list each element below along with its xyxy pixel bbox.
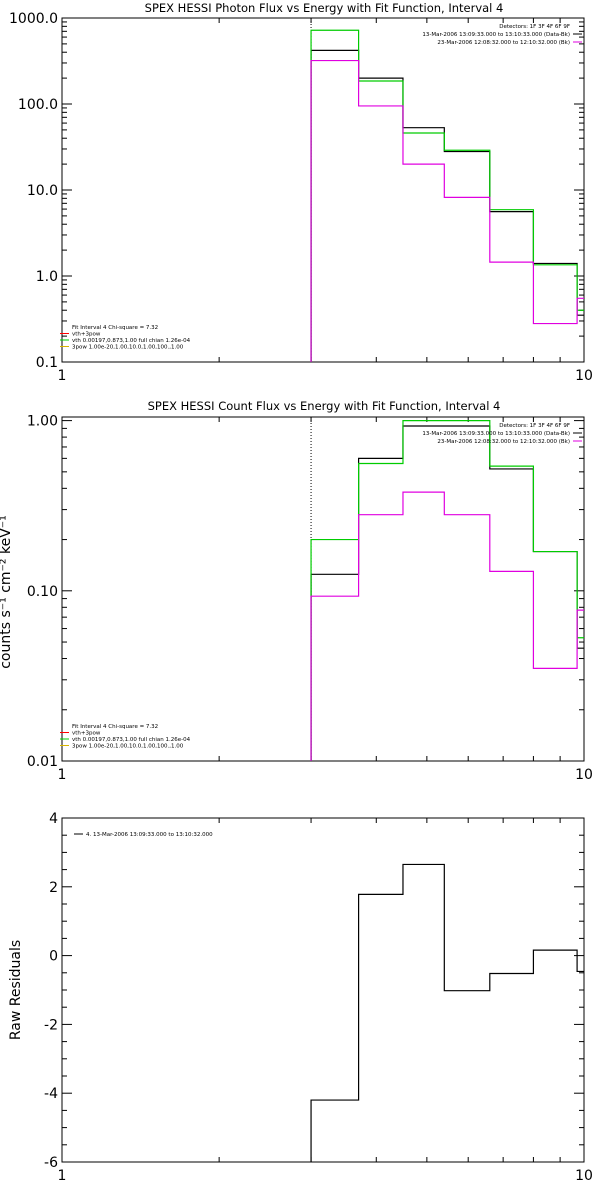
series-line-green bbox=[310, 420, 584, 761]
y-tick-label: -4 bbox=[44, 1086, 58, 1102]
series-line-black bbox=[310, 425, 584, 761]
panel-1-marks: 0.1 1.0 10.0 100.0 1000.0 1 10 Detectors: 1F 3F… bbox=[9, 11, 593, 384]
y-tick-label: 1.00 bbox=[27, 414, 58, 430]
x-tick-label: 10 bbox=[575, 1168, 593, 1184]
panel-2-frame bbox=[61, 416, 585, 762]
y-tick-label: 2 bbox=[49, 880, 58, 896]
legend-entry: 4. 13-Mar-2006 13:09:33.000 to 13:10:32.… bbox=[86, 832, 213, 838]
legend-entry: 3pow 1.00e-20,1.00,10.0,1.00,100.,1.00 bbox=[72, 744, 184, 750]
y-tick-label: 0 bbox=[49, 949, 58, 965]
x-tick-label: 10 bbox=[575, 368, 593, 384]
series-line-magenta bbox=[310, 59, 584, 362]
panel-2-title: SPEX HESSI Count Flux vs Energy with Fit… bbox=[148, 399, 501, 413]
panel-3-frame bbox=[61, 817, 585, 1163]
legend-entry: 23-Mar-2006 12:08:32.000 to 12:10:32.000… bbox=[437, 40, 570, 46]
panel-3-marks: -6 -4 -2 0 2 4 1 10 4. 13-Mar-2006 13:09:33.000 … bbox=[44, 811, 593, 1184]
legend-entry: vth+3pow bbox=[72, 332, 101, 338]
series-line-magenta bbox=[310, 491, 584, 761]
legend-entry: vth 0.00197,0.873,1.00 full chian 1.26e-… bbox=[72, 338, 191, 344]
legend-entry: vth+3pow bbox=[72, 731, 101, 737]
x-tick-label: 10 bbox=[575, 767, 593, 783]
y-tick-label: -2 bbox=[44, 1017, 58, 1033]
y-tick-label: 10.0 bbox=[27, 183, 58, 199]
y-tick-label: 100.0 bbox=[18, 97, 58, 113]
series-line-black bbox=[310, 863, 584, 1162]
y-tick-label: -6 bbox=[44, 1155, 58, 1171]
legend-entry: vth 0.00197,0.873,1.00 full chian 1.26e-… bbox=[72, 737, 191, 743]
legend-entry: 3pow 1.00e-20,1.00,10.0,1.00,100.,1.00 bbox=[72, 345, 184, 351]
panel-residuals: Raw Residuals -6 -4 -2 0 2 4 1 10 4. 13-Mar-2006… bbox=[8, 811, 593, 1184]
series-line-green bbox=[310, 29, 584, 362]
y-tick-label: 1.0 bbox=[36, 269, 58, 285]
legend-entry: 13-Mar-2006 13:09:33.000 to 13:10:33.000… bbox=[422, 32, 570, 38]
x-tick-label: 1 bbox=[58, 1168, 67, 1184]
panel-photon-flux: SPEX HESSI Photon Flux vs Energy with Fi… bbox=[9, 1, 593, 384]
panel-2-ylabel: counts s⁻¹ cm⁻² keV⁻¹ bbox=[0, 515, 14, 669]
series-line-black bbox=[310, 49, 584, 362]
legend-entry: Fit Interval 4 Chi-square = 7.32 bbox=[72, 325, 158, 331]
y-tick-label: 0.1 bbox=[36, 355, 58, 371]
panel-count-flux: SPEX HESSI Count Flux vs Energy with Fit… bbox=[0, 399, 593, 783]
legend-entry: Fit Interval 4 Chi-square = 7.32 bbox=[72, 724, 158, 730]
y-tick-label: 1000.0 bbox=[9, 11, 58, 27]
legend-entry: Detectors: 1F 3F 4F 6F 9F bbox=[499, 24, 570, 30]
panel-1-title: SPEX HESSI Photon Flux vs Energy with Fi… bbox=[145, 1, 504, 15]
y-tick-label: 0.10 bbox=[27, 584, 58, 600]
legend-entry: 23-Mar-2006 12:08:32.000 to 12:10:32.000… bbox=[437, 439, 570, 445]
panel-3-ylabel: Raw Residuals bbox=[8, 940, 24, 1040]
legend-entry: Detectors: 1F 3F 4F 6F 9F bbox=[499, 423, 570, 429]
x-tick-label: 1 bbox=[58, 368, 67, 384]
y-tick-label: 4 bbox=[49, 811, 58, 827]
y-tick-label: 0.01 bbox=[27, 754, 58, 770]
legend-entry: 13-Mar-2006 13:09:33.000 to 13:10:33.000… bbox=[422, 431, 570, 437]
panel-2-marks: 0.01 0.10 1.00 1 10 Detectors: 1F 3F 4F 6F 9F… bbox=[27, 414, 593, 783]
x-tick-label: 1 bbox=[58, 767, 67, 783]
panel-1-frame bbox=[61, 17, 585, 363]
